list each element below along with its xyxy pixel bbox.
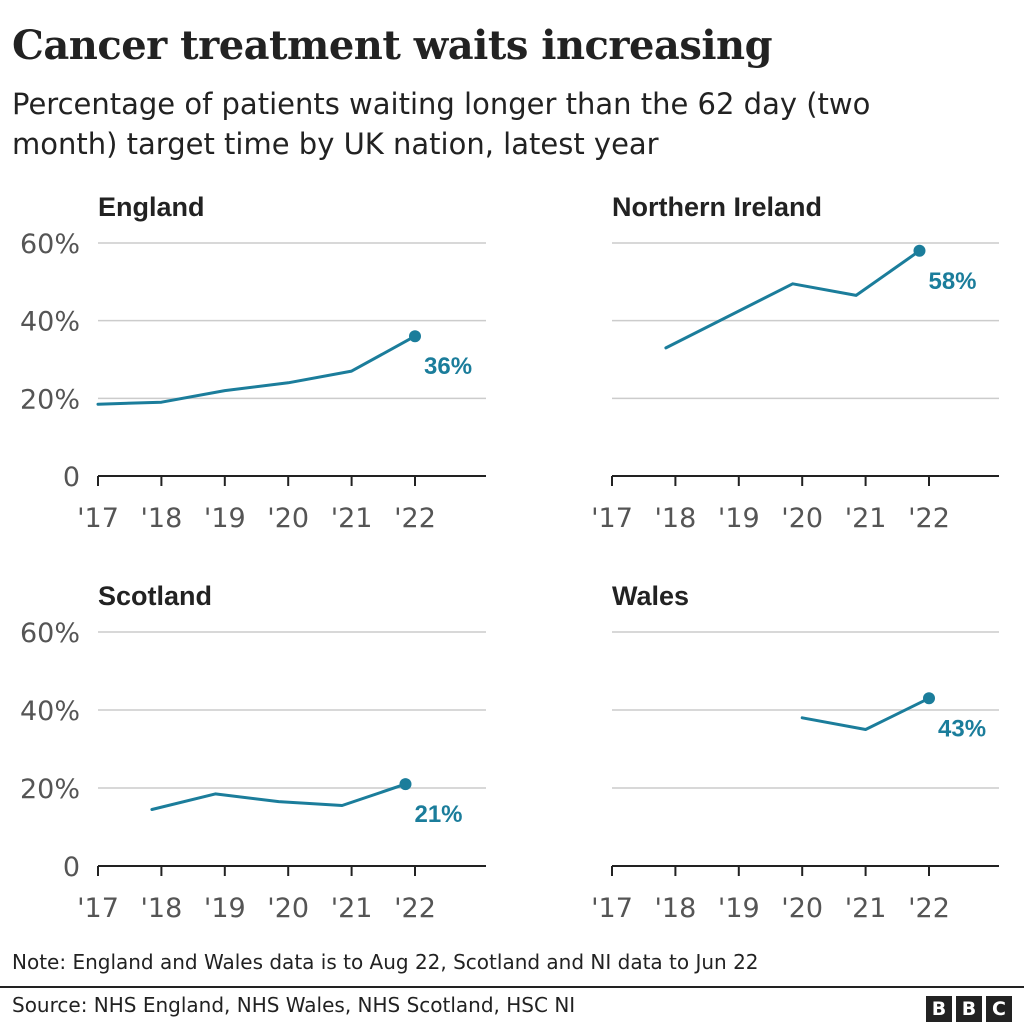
x-tick-label: '18 <box>141 503 183 534</box>
y-tick-label: 20% <box>20 774 80 805</box>
x-tick-label: '21 <box>331 893 373 924</box>
chart-subtitle: Percentage of patients waiting longer th… <box>12 87 871 161</box>
x-tick-label: '21 <box>845 503 887 534</box>
x-tick-label: '20 <box>267 893 309 924</box>
x-tick-label: '20 <box>267 503 309 534</box>
y-tick-label: 0 <box>63 462 80 493</box>
x-tick-label: '17 <box>77 503 119 534</box>
x-tick-label: '22 <box>394 503 436 534</box>
x-tick-label: '17 <box>77 893 119 924</box>
y-tick-label: 40% <box>20 696 80 727</box>
x-tick-label: '18 <box>655 503 697 534</box>
end-value-label: 36% <box>424 353 472 380</box>
x-tick-label: '19 <box>204 503 246 534</box>
source-text: Source: NHS England, NHS Wales, NHS Scot… <box>12 993 576 1017</box>
panel-title: Scotland <box>98 581 212 611</box>
end-value-label: 21% <box>414 801 462 828</box>
x-tick-label: '22 <box>908 503 950 534</box>
x-tick-label: '21 <box>331 503 373 534</box>
end-point-marker <box>923 692 935 705</box>
series-line <box>664 249 921 350</box>
x-tick-label: '19 <box>204 893 246 924</box>
series-line <box>150 782 407 811</box>
x-tick-label: '19 <box>718 893 760 924</box>
x-tick-label: '17 <box>591 893 633 924</box>
bbc-logo: B B C <box>926 996 1012 1022</box>
end-point-marker <box>399 778 412 791</box>
x-tick-label: '20 <box>781 893 823 924</box>
footnote: Note: England and Wales data is to Aug 2… <box>12 950 759 974</box>
y-tick-label: 40% <box>20 307 80 338</box>
x-tick-label: '17 <box>591 503 633 534</box>
footer-divider <box>0 986 1024 988</box>
x-tick-label: '22 <box>908 893 950 924</box>
x-tick-label: '21 <box>845 893 887 924</box>
y-tick-label: 60% <box>20 618 80 649</box>
end-value-label: 58% <box>928 268 976 295</box>
panel-title: Wales <box>612 581 689 611</box>
x-tick-label: '20 <box>781 503 823 534</box>
panel-title: Northern Ireland <box>612 192 822 222</box>
chart-title: Cancer treatment waits increasing <box>12 22 773 69</box>
panel-title: England <box>98 192 205 222</box>
bbc-logo-letter: C <box>986 996 1012 1022</box>
y-tick-label: 60% <box>20 229 80 260</box>
end-point-marker <box>913 244 926 257</box>
y-tick-label: 0 <box>63 852 80 883</box>
end-value-label: 43% <box>938 715 986 742</box>
end-point-marker <box>409 330 421 343</box>
bbc-logo-letter: B <box>956 996 982 1022</box>
y-tick-label: 20% <box>20 384 80 415</box>
series-line <box>800 696 931 731</box>
bbc-logo-letter: B <box>926 996 952 1022</box>
series-line <box>96 334 417 406</box>
x-tick-label: '19 <box>718 503 760 534</box>
x-tick-label: '18 <box>655 893 697 924</box>
x-tick-label: '18 <box>141 893 183 924</box>
x-tick-label: '22 <box>394 893 436 924</box>
